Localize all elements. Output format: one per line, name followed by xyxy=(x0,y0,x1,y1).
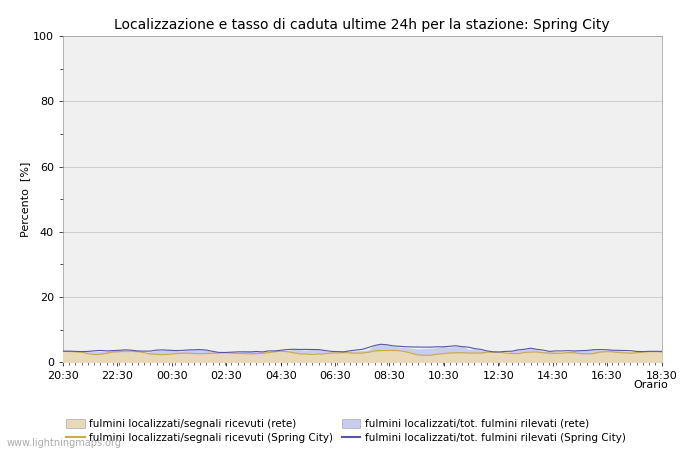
Text: www.lightningmaps.org: www.lightningmaps.org xyxy=(7,438,122,448)
Title: Localizzazione e tasso di caduta ultime 24h per la stazione: Spring City: Localizzazione e tasso di caduta ultime … xyxy=(114,18,610,32)
Y-axis label: Percento  [%]: Percento [%] xyxy=(20,162,30,237)
Text: Orario: Orario xyxy=(634,380,668,390)
Legend: fulmini localizzati/segnali ricevuti (rete), fulmini localizzati/segnali ricevut: fulmini localizzati/segnali ricevuti (re… xyxy=(62,415,629,447)
